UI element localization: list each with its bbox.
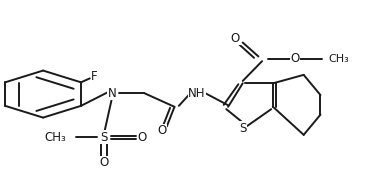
Text: O: O	[157, 124, 167, 137]
Text: O: O	[138, 131, 147, 144]
Text: CH₃: CH₃	[328, 54, 349, 64]
Text: S: S	[239, 122, 246, 135]
Text: O: O	[99, 156, 109, 169]
Text: O: O	[231, 32, 240, 45]
Text: CH₃: CH₃	[44, 131, 66, 144]
Text: O: O	[290, 52, 300, 65]
Text: NH: NH	[188, 87, 206, 100]
Text: S: S	[100, 131, 108, 144]
Text: F: F	[91, 70, 98, 83]
Text: N: N	[108, 87, 117, 100]
